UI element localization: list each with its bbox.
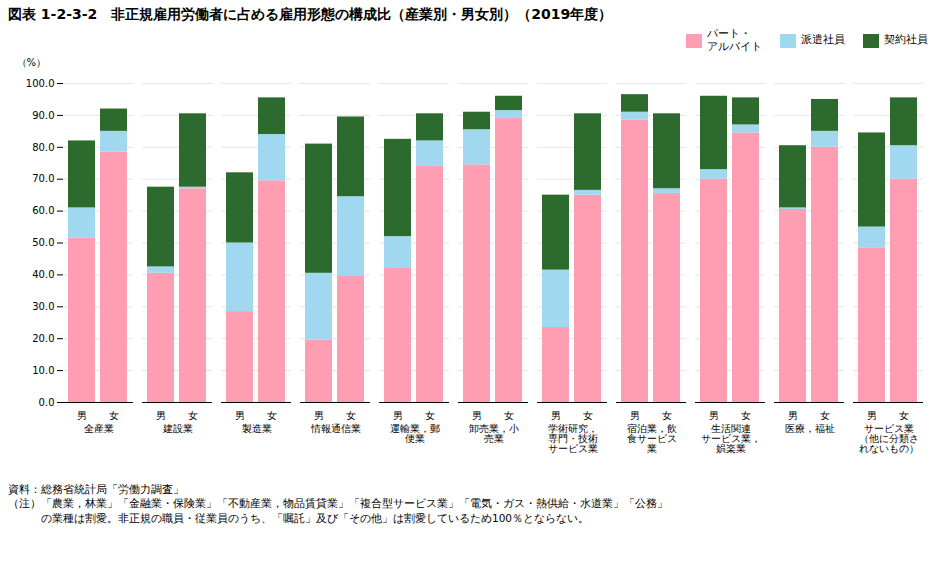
svg-text:サービス業（他に分類されないもの）: サービス業（他に分類されないもの） <box>859 423 919 454</box>
svg-text:製造業: 製造業 <box>242 423 272 434</box>
svg-text:30.0: 30.0 <box>32 301 54 312</box>
svg-text:70.0: 70.0 <box>32 174 54 185</box>
svg-text:女: 女 <box>583 410 593 421</box>
svg-text:50.0: 50.0 <box>32 237 54 248</box>
svg-text:女: 女 <box>188 410 198 421</box>
svg-text:男: 男 <box>867 410 877 421</box>
svg-text:女: 女 <box>346 410 356 421</box>
svg-text:女: 女 <box>820 410 830 421</box>
svg-text:男: 男 <box>77 410 87 421</box>
svg-text:女: 女 <box>741 410 751 421</box>
svg-text:男: 男 <box>788 410 798 421</box>
svg-text:情報通信業: 情報通信業 <box>310 423 361 434</box>
html-text:図表 1-2-3-2 非正規雇用労働者に占める雇用形態の構成: 図表 1-2-3-2 非正規雇用労働者に占める雇用形態の構成比（産業別・男女別）… <box>8 6 613 22</box>
svg-text:60.0: 60.0 <box>32 206 54 217</box>
svg-text:全産業: 全産業 <box>84 423 114 434</box>
html-text:派遣社員: 派遣社員 <box>801 33 845 47</box>
svg-text:男: 男 <box>630 410 640 421</box>
svg-text:医療，福祉: 医療，福祉 <box>785 423 835 434</box>
svg-text:90.0: 90.0 <box>32 110 54 121</box>
svg-text:0.0: 0.0 <box>39 397 55 408</box>
html-text:パート・ アルバイト: パート・ アルバイト <box>707 27 762 53</box>
svg-text:建設業: 建設業 <box>162 423 193 434</box>
svg-text:40.0: 40.0 <box>32 269 54 280</box>
html-text:契約社員: 契約社員 <box>884 33 928 47</box>
html-text:の業種は割愛。非正規の職員・従業員のうち、「嘱託」及び「その: の業種は割愛。非正規の職員・従業員のうち、「嘱託」及び「その他」は割愛しているた… <box>8 511 589 524</box>
svg-text:80.0: 80.0 <box>32 142 54 153</box>
svg-text:運輸業，郵便業: 運輸業，郵便業 <box>390 423 440 444</box>
svg-text:宿泊業，飲食サービス業: 宿泊業，飲食サービス業 <box>627 423 677 454</box>
html-text:資料：総務省統計局「労働力調査」: 資料：総務省統計局「労働力調査」 <box>8 483 184 496</box>
svg-text:男: 男 <box>235 410 245 421</box>
svg-text:女: 女 <box>662 410 672 421</box>
svg-text:20.0: 20.0 <box>32 333 54 344</box>
svg-text:男: 男 <box>156 410 166 421</box>
svg-text:女: 女 <box>109 410 119 421</box>
svg-text:卸売業，小売業: 卸売業，小売業 <box>469 423 519 444</box>
svg-text:男: 男 <box>314 410 324 421</box>
svg-text:女: 女 <box>267 410 277 421</box>
svg-text:（%）: （%） <box>17 57 47 68</box>
svg-text:男: 男 <box>709 410 719 421</box>
svg-text:女: 女 <box>899 410 909 421</box>
svg-text:男: 男 <box>472 410 482 421</box>
html-text:（注）「農業，林業」「金融業・保険業」「不動産業，物品賃貸業: （注）「農業，林業」「金融業・保険業」「不動産業，物品賃貸業」「複合型サービス業… <box>8 497 668 510</box>
svg-text:100.0: 100.0 <box>26 78 55 89</box>
svg-text:生活関連サービス業，娯楽業: 生活関連サービス業，娯楽業 <box>701 423 761 454</box>
svg-text:女: 女 <box>504 410 514 421</box>
svg-text:男: 男 <box>551 410 561 421</box>
svg-text:男: 男 <box>393 410 403 421</box>
svg-text:10.0: 10.0 <box>32 365 54 376</box>
svg-text:女: 女 <box>425 410 435 421</box>
svg-text:学術研究，専門・技術サービス業: 学術研究，専門・技術サービス業 <box>548 423 598 454</box>
